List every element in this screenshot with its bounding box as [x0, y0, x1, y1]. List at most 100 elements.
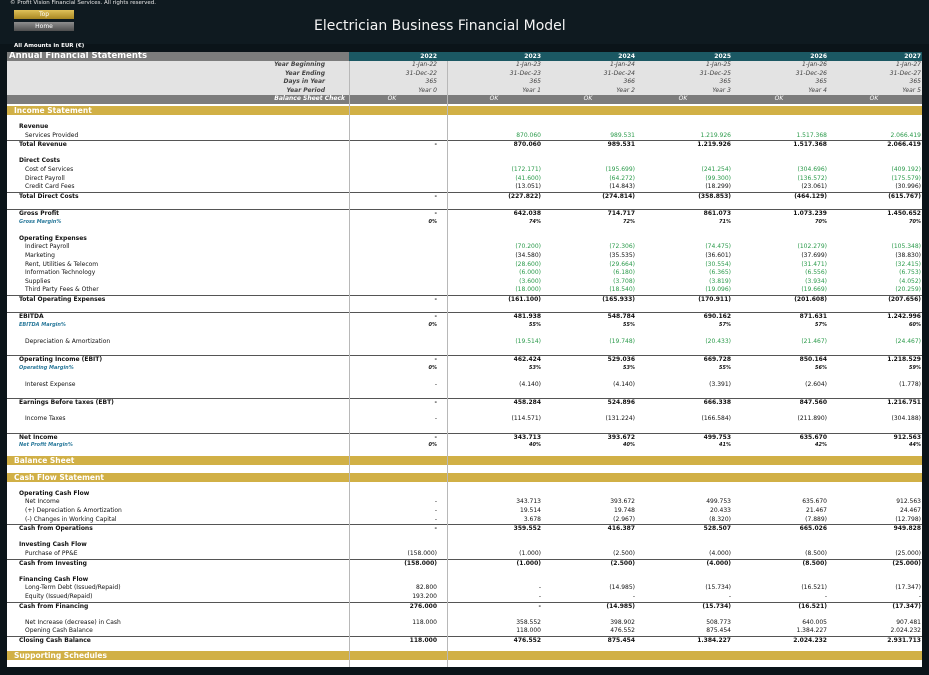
value-cell[interactable]: 665.026: [799, 525, 827, 533]
value-cell[interactable]: 949.828: [893, 525, 921, 533]
value-cell[interactable]: 56%: [815, 364, 827, 371]
value-cell[interactable]: (136.572): [797, 174, 828, 182]
value-cell[interactable]: 44%: [909, 442, 921, 449]
value-cell[interactable]: (29.664): [609, 260, 635, 268]
value-cell[interactable]: (64.272): [609, 174, 635, 182]
value-cell[interactable]: 31-Dec-22: [405, 69, 437, 77]
value-cell[interactable]: 0%: [428, 364, 438, 371]
value-cell[interactable]: -: [434, 415, 437, 423]
value-cell[interactable]: OK: [583, 95, 593, 103]
value-cell[interactable]: 481.938: [513, 313, 541, 321]
value-cell[interactable]: 276.000: [409, 602, 437, 610]
value-cell[interactable]: 2.066.419: [887, 141, 921, 149]
value-cell[interactable]: 393.672: [610, 498, 635, 506]
value-cell[interactable]: 528.507: [703, 525, 731, 533]
value-cell[interactable]: (3.934): [805, 277, 827, 285]
value-cell[interactable]: 1.216.751: [887, 399, 921, 407]
value-cell[interactable]: (19.669): [801, 286, 827, 294]
value-cell[interactable]: 1-Jan-23: [515, 61, 541, 68]
value-cell[interactable]: 20.433: [710, 507, 731, 514]
value-cell[interactable]: (23.061): [801, 183, 827, 191]
value-cell[interactable]: (16.521): [798, 602, 827, 610]
value-cell[interactable]: -: [434, 515, 437, 523]
value-cell[interactable]: 640.005: [802, 618, 827, 626]
value-cell[interactable]: (18.540): [609, 286, 635, 294]
value-cell[interactable]: (14.985): [609, 584, 635, 592]
value-cell[interactable]: 72%: [623, 218, 635, 225]
value-cell[interactable]: (7.889): [805, 515, 827, 523]
value-cell[interactable]: 0%: [428, 442, 438, 449]
value-cell[interactable]: -: [538, 584, 541, 592]
value-cell[interactable]: 40%: [529, 442, 541, 449]
value-cell[interactable]: 1-Jan-24: [609, 61, 635, 68]
value-cell[interactable]: OK: [387, 95, 397, 103]
value-cell[interactable]: (2.967): [613, 515, 635, 523]
value-cell[interactable]: (4.140): [613, 381, 635, 388]
value-cell[interactable]: (8.320): [709, 515, 731, 523]
value-cell[interactable]: 0%: [428, 218, 438, 225]
value-cell[interactable]: (31.471): [801, 260, 827, 268]
value-cell[interactable]: -: [434, 433, 438, 441]
value-cell[interactable]: (304.188): [891, 415, 922, 423]
value-cell[interactable]: 55%: [529, 321, 541, 328]
value-cell[interactable]: (24.467): [895, 338, 921, 345]
value-cell[interactable]: 1-Jan-27: [895, 61, 921, 68]
value-cell[interactable]: 70%: [815, 218, 827, 225]
value-cell[interactable]: Year 3: [712, 86, 731, 94]
value-cell[interactable]: 2.024.232: [793, 637, 827, 644]
value-cell[interactable]: (16.521): [801, 584, 827, 592]
value-cell[interactable]: 31-Dec-25: [699, 69, 731, 77]
value-cell[interactable]: (8.500): [805, 550, 827, 557]
value-cell[interactable]: (409.192): [891, 166, 922, 173]
value-cell[interactable]: 365: [529, 78, 541, 86]
value-cell[interactable]: 118.000: [412, 618, 437, 626]
section-header-income[interactable]: Income Statement: [7, 106, 922, 115]
value-cell[interactable]: (3.600): [519, 277, 541, 285]
value-cell[interactable]: 118.000: [516, 627, 541, 635]
value-cell[interactable]: 476.552: [513, 637, 541, 644]
value-cell[interactable]: (170.911): [698, 296, 731, 303]
value-cell[interactable]: (1.778): [899, 381, 921, 388]
value-cell[interactable]: 416.387: [607, 525, 635, 533]
value-cell[interactable]: 907.481: [896, 618, 921, 626]
value-cell[interactable]: (32.415): [895, 260, 921, 268]
value-cell[interactable]: 2.931.713: [887, 637, 921, 644]
value-cell[interactable]: Year 4: [808, 86, 827, 94]
value-cell[interactable]: 635.670: [802, 498, 827, 506]
value-cell[interactable]: (99.300): [705, 174, 731, 182]
value-cell[interactable]: 508.773: [706, 618, 731, 626]
section-header-balance[interactable]: Balance Sheet: [7, 455, 922, 465]
value-cell[interactable]: (28.600): [515, 260, 541, 268]
value-cell[interactable]: OK: [869, 95, 879, 103]
value-cell[interactable]: (6.556): [805, 269, 827, 277]
value-cell[interactable]: 40%: [623, 442, 635, 449]
value-cell[interactable]: 3.678: [523, 515, 541, 523]
value-cell[interactable]: 19.748: [614, 507, 635, 514]
value-cell[interactable]: 2.066.419: [890, 131, 921, 139]
value-cell[interactable]: (18.299): [705, 183, 731, 191]
value-cell[interactable]: 1.384.227: [697, 637, 731, 644]
value-cell[interactable]: -: [918, 593, 921, 600]
value-cell[interactable]: 55%: [623, 321, 635, 328]
value-cell[interactable]: OK: [489, 95, 499, 103]
value-cell[interactable]: (13.051): [515, 183, 541, 191]
value-cell[interactable]: (19.096): [705, 286, 731, 294]
value-cell[interactable]: (227.822): [508, 192, 541, 200]
value-cell[interactable]: (8.500): [802, 559, 827, 567]
value-cell[interactable]: (6.180): [613, 269, 635, 277]
value-cell[interactable]: 74%: [529, 218, 541, 225]
value-cell[interactable]: 989.531: [607, 141, 635, 149]
spreadsheet[interactable]: Annual Financial Statements 2022 2023 20…: [7, 52, 922, 667]
value-cell[interactable]: -: [434, 381, 437, 388]
value-cell[interactable]: 476.552: [610, 627, 635, 635]
value-cell[interactable]: 53%: [623, 364, 635, 371]
value-cell[interactable]: (15.734): [702, 602, 731, 610]
value-cell[interactable]: 870.060: [516, 131, 541, 139]
value-cell[interactable]: 358.552: [516, 618, 541, 626]
value-cell[interactable]: 82.800: [416, 584, 437, 592]
value-cell[interactable]: 1.073.239: [793, 210, 827, 217]
value-cell[interactable]: Year 2: [616, 86, 635, 94]
value-cell[interactable]: (34.580): [515, 252, 541, 259]
value-cell[interactable]: (20.433): [705, 338, 731, 345]
value-cell[interactable]: 1.218.529: [887, 356, 921, 364]
